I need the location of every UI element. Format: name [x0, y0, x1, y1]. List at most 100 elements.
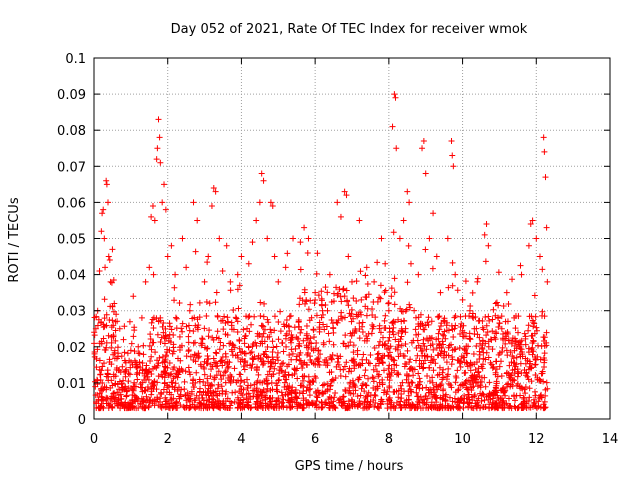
data-point [386, 334, 393, 341]
x-tick-label: 6 [311, 432, 319, 447]
data-point [220, 372, 227, 379]
data-point [341, 363, 348, 370]
data-point [289, 403, 296, 410]
data-point [393, 145, 400, 152]
data-point [259, 322, 266, 329]
data-point [157, 395, 164, 402]
data-point [485, 313, 492, 320]
data-point [514, 366, 521, 373]
data-point [395, 316, 402, 323]
data-point [140, 342, 147, 349]
data-point [188, 388, 195, 395]
data-point [172, 380, 179, 387]
data-point [310, 378, 317, 385]
data-point [235, 396, 242, 403]
data-point [416, 385, 423, 392]
data-point [486, 379, 493, 386]
data-point [502, 340, 509, 347]
data-point [99, 210, 106, 217]
data-point [513, 337, 520, 344]
data-point [244, 376, 251, 383]
data-point [326, 338, 333, 345]
data-point [149, 400, 156, 407]
data-point [171, 297, 178, 304]
data-point [386, 394, 393, 401]
data-point [537, 392, 544, 399]
data-point [389, 319, 396, 326]
data-point [430, 210, 437, 217]
data-point [105, 253, 112, 260]
x-axis-label: GPS time / hours [295, 459, 404, 474]
data-point [388, 399, 395, 406]
data-point [508, 340, 515, 347]
data-point [350, 295, 357, 302]
data-point [469, 289, 476, 296]
data-point [377, 295, 384, 302]
data-point [139, 359, 146, 366]
data-point [319, 307, 326, 314]
data-point [242, 350, 249, 357]
data-point [352, 384, 359, 391]
data-point [177, 357, 184, 364]
data-point [312, 374, 319, 381]
data-point [98, 394, 105, 401]
data-point [244, 325, 251, 332]
data-point [133, 371, 140, 378]
data-point [109, 404, 116, 411]
data-point [422, 322, 429, 329]
data-point [401, 402, 408, 409]
data-point [420, 326, 427, 333]
data-point [382, 260, 389, 267]
data-point [94, 322, 101, 329]
data-point [93, 313, 100, 320]
data-point [263, 381, 270, 388]
data-point [110, 394, 117, 401]
data-point [418, 348, 425, 355]
data-point [199, 335, 206, 342]
chart-title: Day 052 of 2021, Rate Of TEC Index for r… [171, 22, 528, 37]
data-point [476, 351, 483, 358]
data-point [288, 346, 295, 353]
data-point [236, 338, 243, 345]
data-point [229, 389, 236, 396]
data-point [372, 362, 379, 369]
data-point [353, 327, 360, 334]
data-point [222, 391, 229, 398]
data-point [348, 318, 355, 325]
data-point [254, 391, 261, 398]
data-point [379, 381, 386, 388]
data-point [418, 397, 425, 404]
data-point [356, 335, 363, 342]
data-point [475, 395, 482, 402]
data-point [121, 349, 128, 356]
data-point [341, 400, 348, 407]
data-point [449, 403, 456, 410]
data-point [245, 260, 252, 267]
data-point [424, 319, 431, 326]
x-axis: 0 2 4 6 8 10 12 14 [90, 58, 618, 447]
data-point [107, 401, 114, 408]
data-point [268, 373, 275, 380]
data-point [183, 397, 190, 404]
data-point [174, 388, 181, 395]
data-point [477, 379, 484, 386]
data-point [541, 148, 548, 155]
data-point [289, 384, 296, 391]
data-point [433, 336, 440, 343]
data-point [179, 328, 186, 335]
data-point [176, 368, 183, 375]
data-point [408, 405, 415, 412]
data-point [525, 366, 532, 373]
data-point [211, 376, 218, 383]
data-point [438, 381, 445, 388]
data-point [201, 278, 208, 285]
data-point [370, 323, 377, 330]
data-point [437, 323, 444, 330]
data-point [103, 386, 110, 393]
data-point [237, 349, 244, 356]
data-point [284, 363, 291, 370]
data-point [156, 354, 163, 361]
data-point [406, 199, 413, 206]
data-point [370, 384, 377, 391]
data-point [213, 289, 220, 296]
